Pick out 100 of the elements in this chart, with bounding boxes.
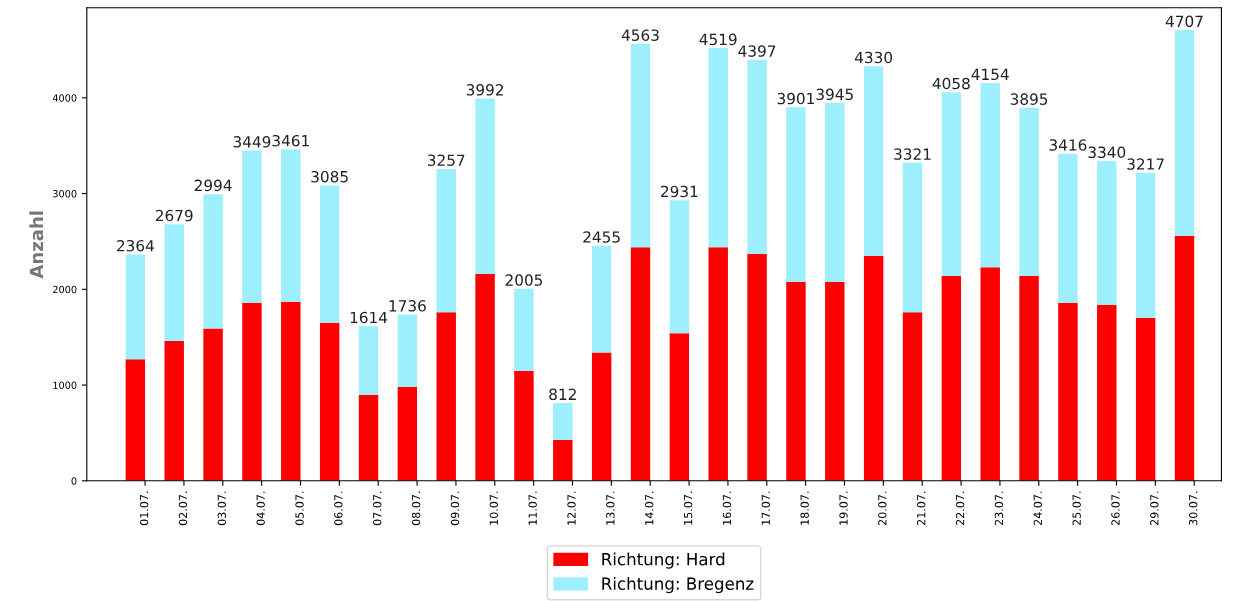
x-tick-label: 29.07. <box>1150 491 1159 526</box>
bar <box>1174 30 1195 236</box>
total-label: 4330 <box>854 51 893 64</box>
y-tick-label: 4000 <box>52 94 77 102</box>
total-label: 3461 <box>272 134 309 147</box>
y-axis-title: Anzahl <box>29 211 44 279</box>
y-tick-label: 2000 <box>53 285 77 294</box>
bar <box>591 352 612 481</box>
total-label: 4397 <box>738 45 776 57</box>
bar <box>1097 161 1117 305</box>
total-label: 2005 <box>505 274 543 286</box>
y-tick-label: 1000 <box>53 381 77 389</box>
bar <box>980 267 1000 481</box>
bar <box>825 103 845 282</box>
x-tick-label: 25.07. <box>1072 491 1081 526</box>
bar <box>125 254 146 360</box>
bar <box>591 245 612 353</box>
bar <box>1019 107 1039 276</box>
bar <box>436 312 456 481</box>
x-tick-label: 26.07. <box>1111 491 1120 526</box>
x-tick-label: 03.07. <box>217 491 227 526</box>
bar <box>358 326 379 395</box>
bar <box>786 281 806 481</box>
x-tick-label: 22.07. <box>955 491 965 526</box>
x-tick-label: 11.07. <box>528 491 537 525</box>
x-tick-label: 07.07. <box>373 491 382 526</box>
total-label: 4707 <box>1165 15 1203 28</box>
bar <box>669 333 690 481</box>
bar <box>747 59 767 254</box>
x-tick-label: 17.07. <box>761 491 771 525</box>
total-label: 3217 <box>1127 158 1164 170</box>
bar <box>358 394 379 481</box>
bar <box>1174 235 1195 481</box>
x-tick-label: 02.07. <box>178 491 188 526</box>
x-tick-label: 19.07. <box>839 491 848 525</box>
total-label: 3992 <box>466 84 503 96</box>
bar <box>786 107 806 282</box>
bar <box>203 328 223 481</box>
bar <box>514 288 534 371</box>
total-label: 3945 <box>816 88 853 101</box>
x-tick-label: 10.07. <box>489 491 499 525</box>
x-tick-label: 13.07. <box>606 491 615 525</box>
x-tick-label: 08.07. <box>411 491 421 526</box>
bar <box>1058 302 1078 481</box>
total-label: 4154 <box>971 68 1009 81</box>
total-label: 3901 <box>777 92 814 105</box>
bar <box>747 253 767 481</box>
total-label: 1614 <box>350 311 388 324</box>
bar <box>825 281 845 481</box>
bar <box>630 247 651 481</box>
bar <box>1097 304 1117 481</box>
bar <box>319 322 340 481</box>
total-label: 3449 <box>233 136 271 148</box>
bar <box>1019 275 1039 481</box>
bar <box>281 301 301 481</box>
bar <box>1135 318 1156 481</box>
x-tick-label: 12.07. <box>567 491 576 525</box>
x-tick-label: 23.07. <box>994 491 1004 526</box>
total-label: 4058 <box>932 77 970 90</box>
total-label: 3416 <box>1049 139 1087 151</box>
x-tick-label: 05.07. <box>295 491 304 526</box>
total-label: 3340 <box>1088 146 1126 159</box>
x-tick-label: 14.07. <box>645 491 654 525</box>
x-tick-label: 30.07. <box>1189 491 1198 526</box>
legend-label: Richtung: Bregenz <box>602 577 754 594</box>
x-tick-label: 01.07. <box>139 491 149 526</box>
bar <box>281 149 301 302</box>
bar <box>242 302 262 481</box>
bar <box>553 439 573 481</box>
x-tick-label: 20.07. <box>878 491 887 526</box>
x-tick-label: 06.07. <box>334 491 343 526</box>
bar <box>397 386 418 481</box>
total-label: 4519 <box>699 33 737 46</box>
bar <box>164 224 184 342</box>
total-label: 3257 <box>427 154 465 166</box>
bar <box>125 359 146 481</box>
bar <box>980 83 1000 268</box>
x-tick-label: 18.07. <box>800 491 809 525</box>
x-tick-label: 21.07. <box>917 491 926 526</box>
bar <box>475 98 495 274</box>
total-label: 3085 <box>311 170 348 183</box>
bar <box>902 162 923 313</box>
bar <box>514 370 534 481</box>
bar <box>164 341 184 481</box>
total-label: 2994 <box>194 179 232 192</box>
bar <box>203 194 223 329</box>
total-label: 812 <box>549 388 576 401</box>
bar <box>708 48 728 248</box>
total-label: 4563 <box>621 29 659 41</box>
bar <box>436 168 456 313</box>
bar <box>669 200 690 334</box>
total-label: 2364 <box>117 239 154 252</box>
bar <box>902 312 923 481</box>
x-tick-label: 15.07. <box>683 491 693 525</box>
x-tick-label: 16.07. <box>722 491 732 525</box>
bar <box>941 275 962 481</box>
bar <box>863 255 884 481</box>
total-label: 1736 <box>389 300 426 312</box>
legend-label: Richtung: Hard <box>602 552 725 569</box>
total-label: 2455 <box>583 231 620 243</box>
